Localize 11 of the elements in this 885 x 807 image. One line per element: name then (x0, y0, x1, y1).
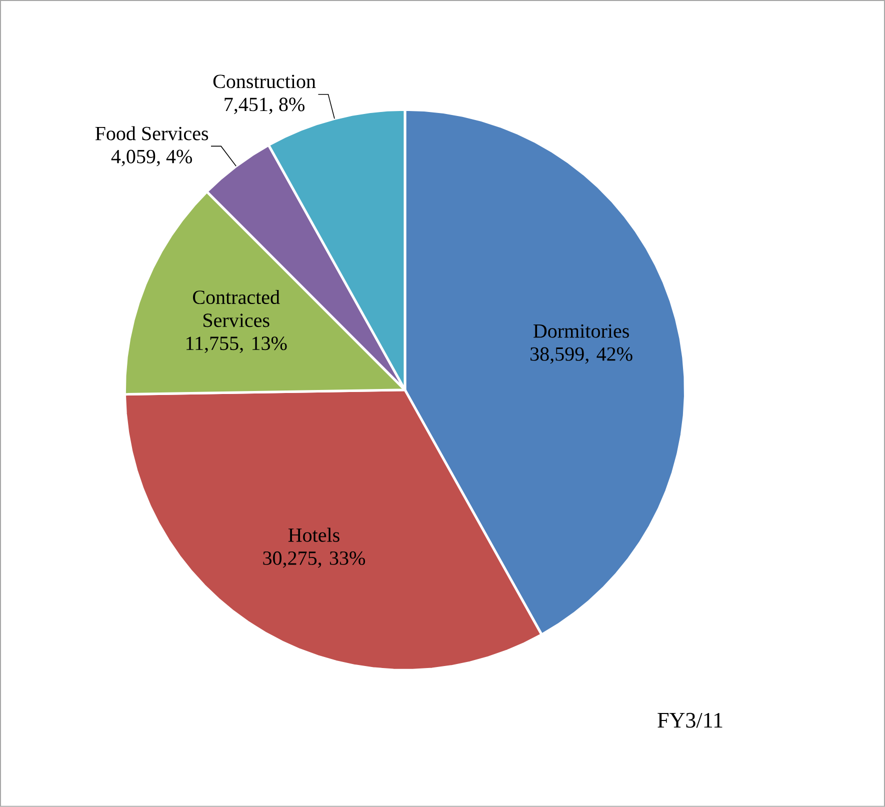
data-label: 7,451, 8% (224, 98, 304, 114)
data-label: 30,275, 33% (263, 551, 366, 568)
slice-label: Food Services (95, 126, 208, 140)
data-label: 11,755, 13% (186, 336, 287, 354)
slice-label: Contracted Services (192, 290, 280, 328)
data-label: 4,059, 4% (111, 150, 192, 166)
slice-label: Hotels (288, 528, 340, 542)
data-label: 38,599, 42% (530, 347, 632, 364)
text: FY3/11 (658, 712, 722, 728)
slice-label: Construction (213, 74, 316, 88)
slice-label: Dormitories (533, 324, 629, 338)
